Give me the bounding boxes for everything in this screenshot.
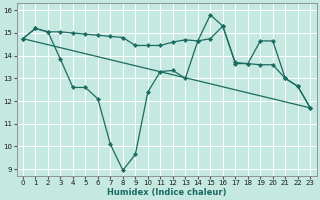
X-axis label: Humidex (Indice chaleur): Humidex (Indice chaleur) <box>107 188 226 197</box>
